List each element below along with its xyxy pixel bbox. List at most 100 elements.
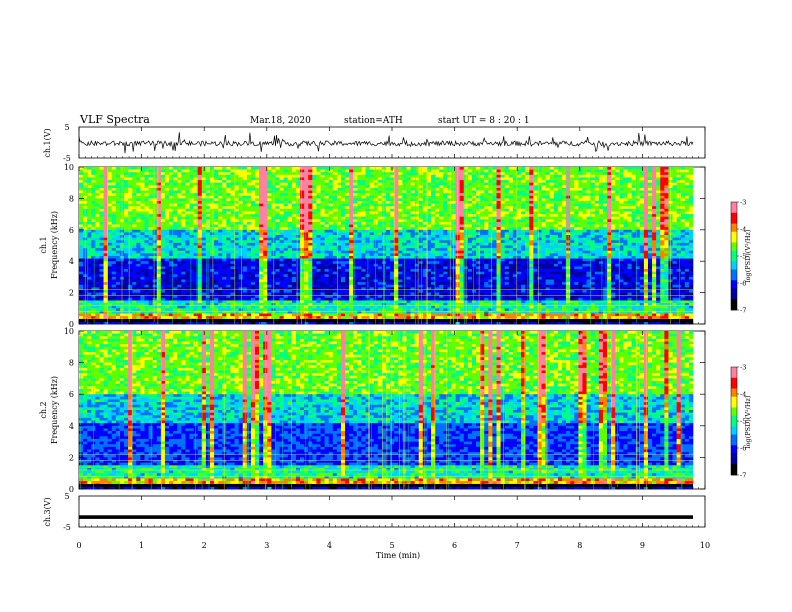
spectrogram-cell <box>259 282 264 286</box>
spectrogram-cell <box>185 198 190 202</box>
spectrogram-cell <box>173 303 178 306</box>
spectrogram-cell <box>263 206 268 210</box>
spectrogram-cell <box>164 310 170 314</box>
spectrogram-cell <box>361 300 366 304</box>
spectrogram-cell <box>410 297 415 301</box>
spectrogram-cell <box>312 180 317 183</box>
spectrogram-cell <box>99 242 104 246</box>
spectrogram-cell <box>234 193 239 197</box>
spectrogram-cell <box>275 167 280 170</box>
spectrogram-cell <box>136 167 141 170</box>
spectrogram-cell <box>152 269 158 272</box>
spectrogram-cell <box>369 167 375 170</box>
spectrogram-cell <box>377 232 383 236</box>
spectrogram-cell <box>160 300 166 304</box>
spectrogram-cell <box>164 198 170 202</box>
spectrogram-cell <box>234 172 239 176</box>
spectrogram-cell <box>340 308 346 312</box>
spectrogram-cell <box>414 289 420 293</box>
spectrogram-cell <box>332 279 338 283</box>
spectrogram-cell <box>381 250 387 254</box>
spectrogram-cell <box>79 211 84 215</box>
spectrogram-cell <box>320 316 325 320</box>
spectrogram-cell <box>91 263 96 267</box>
spectrogram-cell <box>181 297 186 301</box>
spectrogram-cell <box>336 292 342 296</box>
spectrogram-cell <box>193 193 198 197</box>
spectrogram-cell <box>152 261 158 265</box>
spectrogram-cell <box>410 263 415 267</box>
spectrogram-cell <box>99 310 104 314</box>
spectrogram-cell <box>250 201 256 204</box>
spectrogram-cell <box>414 300 420 304</box>
spectrogram-cell <box>390 198 395 202</box>
spectrogram-cell <box>410 274 415 278</box>
spectrogram-cell <box>287 305 293 309</box>
spectrogram-cell <box>152 174 158 178</box>
spectrogram-cell <box>111 174 117 178</box>
spectrogram-cell <box>328 282 334 286</box>
spectrogram-cell <box>242 245 248 249</box>
spectrogram-cell <box>332 287 338 291</box>
spectrogram-cell <box>357 279 362 283</box>
spectrogram-cell <box>410 201 415 204</box>
spectrogram-cell <box>410 321 415 325</box>
spectrogram-cell <box>79 310 84 314</box>
spectrogram-cell <box>250 308 256 312</box>
spectrogram-cell <box>340 242 346 246</box>
spectrogram-cell <box>197 221 203 225</box>
spectrogram-cell <box>390 177 395 181</box>
spectrogram-cell <box>132 219 137 223</box>
spectrogram-cell <box>193 219 198 223</box>
spectrogram-cell <box>287 289 293 293</box>
spectrogram-cell <box>107 305 113 309</box>
spectrogram-cell <box>156 219 162 223</box>
spectrogram-cell <box>148 216 153 220</box>
spectrogram-cell <box>320 313 325 317</box>
spectrogram-cell <box>263 292 268 296</box>
spectrogram-cell <box>242 174 248 178</box>
spectrogram-cell <box>410 224 415 228</box>
spectrogram-cell <box>132 271 137 275</box>
spectrogram-cell <box>99 195 104 199</box>
spectrogram-cell <box>209 287 215 291</box>
spectrogram-cell <box>255 274 260 278</box>
spectrogram-cell <box>259 221 264 225</box>
spectrogram-cell <box>128 211 133 215</box>
spectrogram-cell <box>177 232 182 236</box>
spectrogram-cell <box>349 182 354 186</box>
spectrogram-cell <box>410 240 415 244</box>
spectrogram-cell <box>361 266 366 270</box>
spectrogram-cell <box>201 242 207 246</box>
spectrogram-cell <box>152 242 158 246</box>
spectrogram-cell <box>308 201 313 204</box>
spectrogram-cell <box>185 216 190 220</box>
spectrogram-cell <box>128 203 133 207</box>
spectrogram-cell <box>173 269 178 272</box>
spectrogram-cell <box>209 316 215 320</box>
spectrogram-cell <box>263 287 268 291</box>
spectrogram-cell <box>255 321 260 325</box>
spectrogram-cell <box>156 232 162 236</box>
spectrogram-cell <box>115 221 121 225</box>
spectrogram-cell <box>357 221 362 225</box>
spectrogram-cell <box>181 289 186 293</box>
spectrogram-cell <box>226 172 231 176</box>
spectrogram-cell <box>320 274 325 278</box>
spectrogram-cell <box>377 284 383 288</box>
spectrogram-cell <box>214 300 219 304</box>
spectrogram-cell <box>148 248 153 252</box>
spectrogram-cell <box>320 187 325 191</box>
spectrogram-cell <box>156 279 162 283</box>
spectrogram-cell <box>238 167 244 170</box>
spectrogram-cell <box>111 300 117 304</box>
spectrogram-cell <box>189 235 194 238</box>
spectrogram-cell <box>148 172 153 176</box>
spectrogram-cell <box>156 195 162 199</box>
spectrogram-cell <box>390 250 395 254</box>
spectrogram-cell <box>291 201 297 204</box>
spectrogram-cell <box>414 292 420 296</box>
spectrogram-cell <box>386 185 391 189</box>
spectrogram-cell <box>406 177 411 181</box>
spectrogram-cell <box>353 229 358 233</box>
